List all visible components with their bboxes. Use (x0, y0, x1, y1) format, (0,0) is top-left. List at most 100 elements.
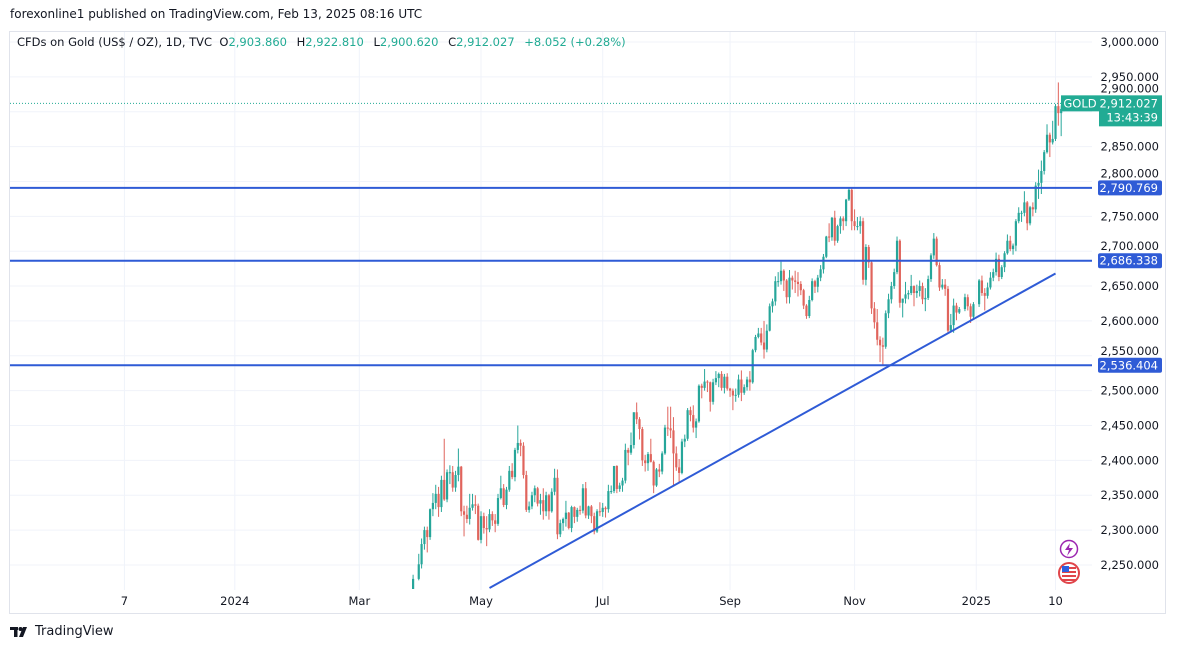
candle[interactable] (734, 388, 737, 402)
candle[interactable] (796, 272, 800, 297)
candle[interactable] (717, 372, 720, 388)
candle[interactable] (932, 233, 935, 259)
candle[interactable] (1043, 150, 1046, 175)
candle[interactable] (610, 485, 613, 494)
candle[interactable] (929, 253, 933, 282)
candle[interactable] (479, 511, 483, 544)
candle[interactable] (992, 268, 995, 282)
candle[interactable] (946, 286, 950, 333)
candle[interactable] (856, 217, 859, 231)
candle[interactable] (745, 376, 749, 391)
candle[interactable] (1000, 265, 1003, 280)
candle[interactable] (536, 486, 539, 507)
candle[interactable] (711, 378, 715, 405)
candle[interactable] (689, 406, 692, 422)
candle[interactable] (678, 458, 681, 483)
candle[interactable] (887, 293, 890, 319)
candle[interactable] (1014, 219, 1017, 252)
candle[interactable] (1028, 205, 1032, 226)
candle[interactable] (545, 491, 548, 517)
candle[interactable] (635, 402, 638, 425)
candle[interactable] (655, 468, 658, 487)
candle[interactable] (412, 574, 415, 607)
candle[interactable] (808, 295, 811, 319)
candle[interactable] (604, 506, 607, 518)
price-axis[interactable]: 2,250.000 2,300.000 2,350.000 2,400.000 2,45… (1100, 35, 1159, 572)
candle[interactable] (842, 216, 845, 231)
candle[interactable] (728, 387, 732, 397)
candle[interactable] (748, 371, 751, 391)
candle[interactable] (553, 468, 556, 496)
candle[interactable] (550, 488, 553, 513)
candle[interactable] (847, 188, 851, 201)
candle[interactable] (561, 517, 565, 531)
candle[interactable] (485, 516, 488, 547)
candle[interactable] (462, 505, 466, 537)
candle[interactable] (428, 508, 432, 540)
candle[interactable] (941, 279, 944, 290)
candle[interactable] (813, 279, 817, 294)
candle[interactable] (743, 384, 746, 395)
candle[interactable] (1057, 82, 1060, 126)
candle[interactable] (972, 302, 975, 320)
candle[interactable] (471, 493, 474, 511)
candle[interactable] (731, 388, 734, 411)
candle[interactable] (607, 484, 610, 513)
candle[interactable] (963, 293, 967, 312)
candle[interactable] (949, 313, 952, 333)
candle[interactable] (448, 465, 451, 485)
candle[interactable] (581, 484, 584, 514)
candle[interactable] (663, 424, 667, 455)
candle[interactable] (680, 438, 684, 475)
candle[interactable] (723, 373, 726, 394)
candle[interactable] (584, 481, 587, 519)
candle[interactable] (1040, 160, 1043, 195)
candle[interactable] (661, 451, 664, 475)
candle[interactable] (794, 270, 797, 294)
candle[interactable] (938, 262, 941, 291)
candle[interactable] (791, 275, 794, 290)
candle[interactable] (1031, 202, 1034, 217)
candle[interactable] (601, 502, 604, 517)
candle[interactable] (692, 405, 695, 433)
candle[interactable] (876, 309, 879, 346)
candle[interactable] (1023, 191, 1026, 217)
candle[interactable] (839, 216, 842, 234)
candle[interactable] (587, 505, 590, 519)
candle[interactable] (638, 417, 641, 440)
candle[interactable] (669, 406, 672, 439)
candle[interactable] (454, 470, 457, 492)
candle[interactable] (884, 310, 887, 349)
candle[interactable] (825, 235, 828, 259)
candle[interactable] (513, 447, 517, 482)
candle[interactable] (994, 252, 998, 276)
candle[interactable] (859, 216, 862, 234)
candle[interactable] (578, 505, 582, 515)
candle[interactable] (646, 452, 650, 471)
candle[interactable] (496, 493, 500, 526)
candle[interactable] (525, 470, 528, 512)
candle[interactable] (822, 253, 825, 274)
candle[interactable] (629, 432, 633, 455)
candle[interactable] (451, 465, 454, 492)
candle[interactable] (1017, 207, 1020, 224)
candle[interactable] (952, 298, 955, 333)
candle[interactable] (955, 302, 958, 321)
candle[interactable] (437, 486, 440, 517)
candle[interactable] (621, 477, 624, 492)
candle[interactable] (505, 486, 508, 510)
candle[interactable] (511, 463, 514, 480)
candle[interactable] (765, 324, 768, 353)
candle[interactable] (788, 270, 791, 304)
candle[interactable] (986, 282, 989, 299)
candle[interactable] (443, 438, 446, 501)
candle[interactable] (700, 383, 703, 399)
candle[interactable] (861, 217, 865, 285)
candle[interactable] (828, 223, 831, 243)
candle[interactable] (547, 493, 551, 520)
candle[interactable] (612, 465, 616, 494)
candle[interactable] (760, 327, 763, 346)
candle[interactable] (924, 288, 927, 312)
candle[interactable] (539, 493, 542, 515)
candle[interactable] (740, 370, 743, 402)
